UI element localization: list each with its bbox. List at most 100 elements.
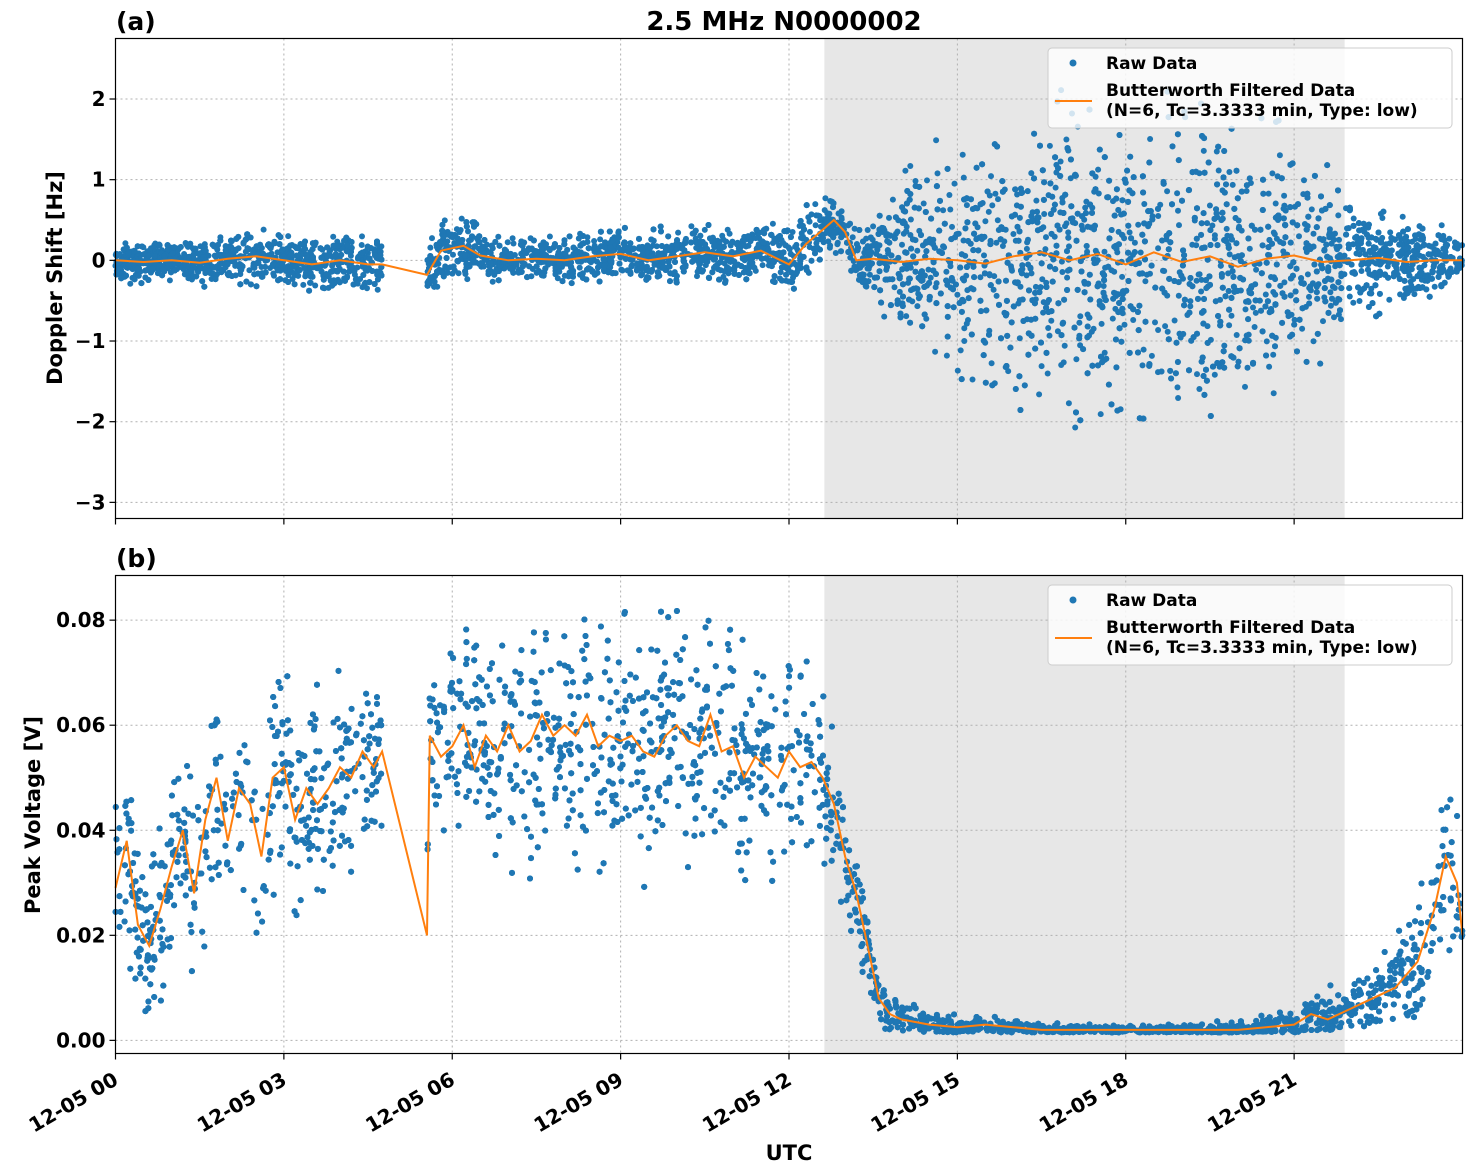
raw-point xyxy=(1175,157,1182,164)
raw-point xyxy=(1090,325,1097,332)
raw-point xyxy=(1438,222,1445,229)
raw-point xyxy=(1139,362,1146,369)
raw-point xyxy=(1198,288,1205,295)
raw-point xyxy=(1327,289,1334,296)
raw-point xyxy=(510,240,517,247)
raw-point xyxy=(1072,424,1079,431)
raw-point xyxy=(1059,269,1066,275)
raw-point xyxy=(1270,390,1277,397)
raw-point xyxy=(1335,212,1342,219)
raw-point xyxy=(812,201,819,208)
raw-point xyxy=(1372,260,1379,267)
raw-point xyxy=(822,195,829,202)
raw-point xyxy=(1380,208,1387,215)
raw-point xyxy=(1147,270,1153,277)
raw-point xyxy=(1194,330,1200,337)
raw-point xyxy=(973,164,980,171)
raw-point xyxy=(1299,325,1306,332)
raw-point xyxy=(358,242,365,248)
raw-point xyxy=(338,251,345,258)
raw-point xyxy=(688,223,695,230)
raw-point xyxy=(1236,223,1243,230)
raw-point xyxy=(1226,322,1233,329)
raw-point xyxy=(1058,258,1065,265)
raw-point xyxy=(1155,327,1162,333)
raw-point xyxy=(825,238,832,245)
raw-point xyxy=(965,295,972,302)
raw-point xyxy=(616,260,623,267)
raw-point xyxy=(907,163,914,169)
raw-point xyxy=(894,228,901,235)
raw-point xyxy=(1320,318,1326,325)
raw-point xyxy=(1306,293,1312,300)
raw-point xyxy=(1279,319,1286,326)
raw-point xyxy=(1379,215,1386,221)
raw-point xyxy=(1221,364,1228,371)
raw-point xyxy=(1310,338,1317,345)
raw-point xyxy=(1152,319,1158,326)
raw-point xyxy=(1130,174,1137,181)
raw-point xyxy=(849,234,856,241)
raw-point xyxy=(697,232,704,239)
raw-point xyxy=(1350,215,1357,222)
raw-point xyxy=(1098,320,1105,327)
raw-point xyxy=(821,207,828,214)
raw-point xyxy=(969,376,976,383)
panel-a: (a) Doppler Shift [Hz] 210−1−2−3 Raw Dat… xyxy=(43,7,1465,525)
raw-point xyxy=(961,325,968,332)
raw-point xyxy=(988,173,994,180)
raw-point xyxy=(1281,192,1288,199)
raw-point xyxy=(808,211,815,218)
raw-point xyxy=(455,270,462,277)
raw-point xyxy=(1160,267,1166,274)
raw-point xyxy=(1226,251,1233,258)
raw-point xyxy=(1147,136,1154,142)
raw-point xyxy=(759,262,766,269)
raw-point xyxy=(682,237,689,244)
raw-point xyxy=(1266,252,1273,259)
raw-point xyxy=(1135,221,1142,228)
raw-point xyxy=(1046,142,1053,149)
raw-point xyxy=(246,267,253,274)
raw-point xyxy=(1272,343,1278,350)
raw-point xyxy=(1039,276,1046,283)
raw-point xyxy=(1141,201,1148,207)
raw-point xyxy=(1221,342,1228,349)
raw-point xyxy=(1130,317,1137,323)
raw-point xyxy=(886,214,892,221)
raw-point xyxy=(1142,278,1149,285)
raw-point xyxy=(1228,312,1235,319)
raw-point xyxy=(1053,242,1060,249)
raw-point xyxy=(1266,363,1273,370)
raw-point xyxy=(1024,188,1031,195)
raw-point xyxy=(1155,213,1162,219)
raw-point xyxy=(1200,147,1207,154)
raw-point xyxy=(1164,328,1171,335)
raw-point xyxy=(924,177,930,184)
raw-point xyxy=(1186,281,1193,287)
raw-point xyxy=(923,248,930,255)
raw-point xyxy=(1095,166,1102,173)
raw-point xyxy=(914,303,921,310)
raw-point xyxy=(993,292,1000,299)
raw-point xyxy=(1114,407,1121,414)
raw-point xyxy=(999,243,1006,249)
raw-point xyxy=(1175,292,1182,299)
raw-point xyxy=(359,233,365,240)
raw-point xyxy=(1100,283,1107,289)
raw-point xyxy=(334,238,341,245)
raw-point xyxy=(769,220,776,227)
raw-point xyxy=(1242,306,1249,313)
raw-point xyxy=(360,272,367,278)
raw-point xyxy=(1211,235,1218,242)
raw-point xyxy=(1041,211,1048,217)
raw-point xyxy=(1019,262,1026,269)
raw-point xyxy=(1336,236,1342,243)
raw-point xyxy=(330,233,337,240)
raw-point xyxy=(990,286,997,293)
raw-point xyxy=(1005,368,1012,375)
raw-point xyxy=(1397,291,1404,298)
raw-point xyxy=(1346,293,1353,300)
raw-point xyxy=(1108,227,1115,233)
